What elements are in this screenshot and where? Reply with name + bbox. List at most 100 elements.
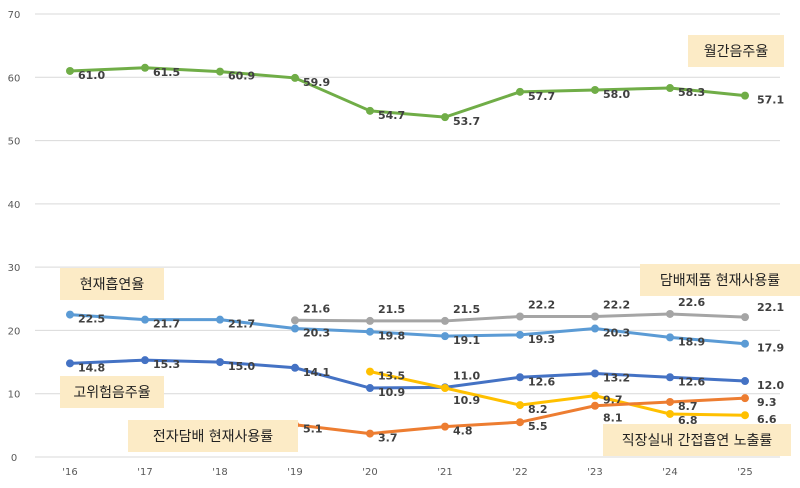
data-point: [141, 315, 149, 324]
data-point: [666, 409, 674, 418]
data-point: [291, 73, 299, 82]
data-point: [216, 358, 224, 367]
data-label: 5.1: [303, 423, 323, 436]
series-label-box: [688, 35, 784, 67]
x-tick-label: '18: [212, 467, 227, 478]
data-label: 8.7: [678, 400, 698, 413]
series-label: 월간음주율: [704, 44, 769, 60]
data-point: [366, 106, 374, 115]
x-tick-label: '21: [437, 467, 452, 478]
y-tick-label: 70: [8, 10, 21, 21]
y-tick-label: 60: [8, 73, 21, 84]
data-point: [66, 310, 74, 319]
data-label: 8.2: [528, 403, 548, 416]
data-point: [66, 66, 74, 75]
data-label: 22.1: [757, 301, 784, 314]
y-tick-label: 0: [11, 453, 17, 464]
data-label: 8.1: [603, 412, 623, 425]
data-point: [66, 359, 74, 368]
series-label: 고위험음주율: [73, 385, 150, 401]
data-label: 57.7: [528, 90, 555, 103]
data-label: 20.3: [303, 327, 330, 340]
series-line: [369, 370, 746, 417]
x-tick-label: '16: [62, 467, 77, 478]
data-label: 12.0: [757, 379, 784, 392]
data-point: [441, 332, 449, 341]
series-label: 현재흡연율: [80, 277, 145, 293]
data-label: 5.5: [528, 420, 548, 433]
series-line: [69, 358, 746, 390]
data-label: 15.3: [153, 358, 180, 371]
data-label: 6.6: [757, 413, 777, 426]
data-point: [366, 384, 374, 393]
data-point: [591, 312, 599, 321]
data-point: [291, 363, 299, 372]
series-label-box: [60, 376, 164, 408]
series-label-box: [603, 424, 791, 456]
data-point: [441, 316, 449, 325]
data-point: [366, 367, 374, 376]
data-point: [516, 401, 524, 410]
data-point: [291, 316, 299, 325]
y-tick-label: 10: [8, 390, 21, 401]
data-point: [741, 91, 749, 100]
data-point: [141, 356, 149, 365]
data-label: 21.5: [453, 303, 480, 316]
series-label-box: [640, 264, 800, 296]
series-line: [69, 313, 746, 346]
data-label: 6.8: [678, 414, 698, 427]
y-tick-label: 50: [8, 137, 21, 148]
y-tick-label: 30: [8, 263, 21, 274]
data-label: 20.3: [603, 327, 630, 340]
data-label: 15.0: [228, 360, 255, 373]
data-label: 14.1: [303, 366, 330, 379]
data-label: 21.7: [153, 318, 180, 331]
data-point: [741, 394, 749, 403]
data-label: 57.1: [757, 94, 784, 107]
data-point: [141, 63, 149, 72]
data-point: [666, 84, 674, 93]
y-tick-label: 20: [8, 326, 21, 337]
data-point: [591, 324, 599, 333]
data-point: [741, 377, 749, 386]
data-point: [516, 418, 524, 427]
data-point: [216, 67, 224, 76]
series-label: 직장실내 간접흡연 노출률: [622, 433, 773, 449]
x-tick-label: '22: [512, 467, 527, 478]
data-label: 22.5: [78, 313, 105, 326]
data-label: 21.7: [228, 318, 255, 331]
data-point: [666, 333, 674, 342]
data-label: 12.6: [678, 375, 705, 388]
data-point: [291, 324, 299, 333]
data-label: 60.9: [228, 70, 255, 83]
data-label: 53.7: [453, 115, 480, 128]
data-label: 61.0: [78, 69, 105, 82]
data-label: 12.6: [528, 375, 555, 388]
x-tick-label: '25: [737, 467, 752, 478]
data-label: 54.7: [378, 109, 405, 122]
data-point: [591, 401, 599, 410]
data-point: [516, 330, 524, 339]
data-point: [591, 391, 599, 400]
data-label: 21.6: [303, 302, 330, 315]
data-label: 58.3: [678, 86, 705, 99]
data-label: 11.0: [453, 369, 480, 382]
data-point: [591, 369, 599, 378]
data-point: [366, 327, 374, 336]
series-line: [69, 66, 746, 119]
data-point: [441, 384, 449, 393]
data-point: [516, 87, 524, 96]
data-label: 61.5: [153, 66, 180, 79]
data-point: [441, 113, 449, 122]
x-tick-label: '24: [662, 467, 677, 478]
data-label: 18.9: [678, 335, 705, 348]
data-label: 3.7: [378, 432, 398, 445]
x-tick-label: '19: [287, 467, 302, 478]
data-label: 19.1: [453, 334, 480, 347]
data-label: 13.2: [603, 371, 630, 384]
data-label: 22.2: [528, 299, 555, 312]
data-point: [216, 315, 224, 324]
data-label: 13.5: [378, 370, 405, 383]
x-tick-label: '17: [137, 467, 152, 478]
data-point: [516, 373, 524, 382]
